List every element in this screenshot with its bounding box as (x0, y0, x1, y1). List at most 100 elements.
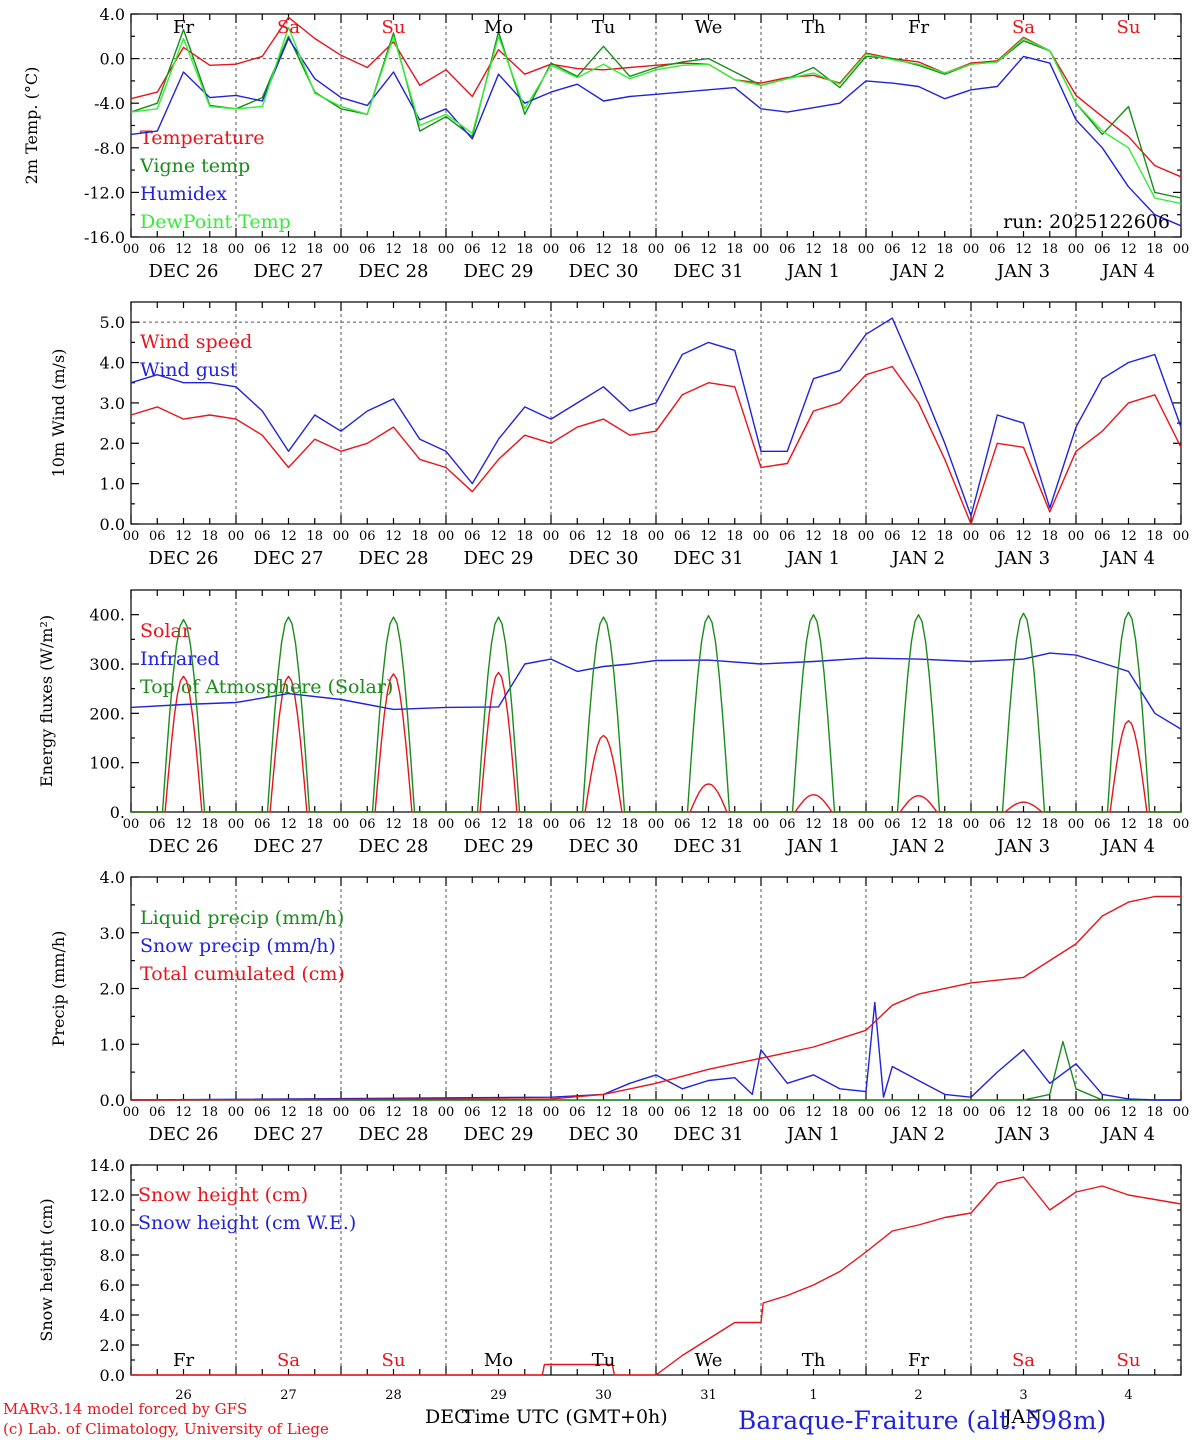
x-hour-label: 06 (569, 1105, 586, 1120)
y-tick-label: 4.0 (100, 5, 125, 24)
x-date-label: JAN 2 (890, 548, 945, 569)
y-tick-label: 4.0 (100, 868, 125, 887)
x-hour-label: 18 (201, 529, 218, 544)
x-day-number: 27 (280, 1388, 297, 1403)
y-tick-label: 0.0 (100, 50, 125, 69)
x-hour-label: 00 (753, 1105, 770, 1120)
x-hour-label: 00 (1173, 242, 1190, 257)
x-hour-label: 18 (621, 1105, 638, 1120)
x-hour-label: 00 (648, 1105, 665, 1120)
x-hour-label: 00 (228, 817, 245, 832)
x-day-number: 30 (595, 1388, 612, 1403)
weekday-label: Su (382, 17, 406, 38)
x-date-label: DEC 30 (569, 836, 639, 857)
series-line-liquid-precip-mm-h- (131, 1040, 1181, 1101)
x-hour-label: 18 (1146, 242, 1163, 257)
station-title: Baraque-Fraiture (alt. 598m) (738, 1406, 1106, 1435)
y-tick-label: 14.0 (89, 1156, 125, 1175)
weekday-label: Th (802, 17, 826, 38)
x-hour-label: 12 (175, 529, 192, 544)
series-line-temperature (130, 16, 1182, 178)
y-tick-label: 4.0 (100, 354, 125, 373)
x-day-number: 3 (1019, 1388, 1027, 1403)
x-hour-label: 06 (1094, 817, 1111, 832)
legend-entry: Top of Atmosphere (Solar) (140, 676, 393, 698)
x-hour-label: 12 (490, 1105, 507, 1120)
x-hour-label: 00 (333, 817, 350, 832)
x-hour-label: 18 (201, 817, 218, 832)
x-hour-label: 12 (490, 529, 507, 544)
x-hour-label: 00 (438, 817, 455, 832)
x-date-label: JAN 3 (995, 261, 1050, 282)
legend-entry: Liquid precip (mm/h) (140, 907, 344, 929)
x-hour-label: 12 (280, 1105, 297, 1120)
x-date-label: JAN 1 (785, 836, 840, 857)
weekday-label: Fr (908, 17, 929, 38)
y-tick-label: 0.0 (100, 515, 125, 534)
x-hour-label: 00 (228, 529, 245, 544)
x-hour-label: 06 (359, 529, 376, 544)
x-date-label: DEC 26 (149, 1124, 219, 1145)
x-hour-label: 00 (543, 242, 560, 257)
series-line-wind-gust (130, 317, 1182, 517)
x-hour-label: 06 (359, 242, 376, 257)
panel-temperature: 4.00.0-4.0-8.0-12.0-16.000 06 12 18 00 06 12 18… (22, 5, 1189, 282)
legend-entry: Wind speed (140, 331, 252, 353)
x-axis-title: Time UTC (GMT+0h) (462, 1406, 668, 1428)
y-tick-label: 300. (89, 655, 125, 674)
x-date-label: DEC 27 (254, 548, 324, 569)
y-tick-label: 1.0 (100, 475, 125, 494)
x-date-label: JAN 4 (1100, 836, 1155, 857)
legend-entry: Vigne temp (139, 155, 250, 177)
x-hour-label: 18 (831, 529, 848, 544)
y-tick-label: 10.0 (89, 1216, 125, 1235)
x-hour-label: 12 (490, 817, 507, 832)
x-hour-label: 06 (674, 1105, 691, 1120)
panel-precip: 4.03.02.01.00.000 06 12 18 00 06 12 18 00 06 12 18 0… (49, 868, 1189, 1145)
x-hour-label: 12 (1015, 242, 1032, 257)
x-date-label: DEC 31 (674, 261, 744, 282)
series-line-snow-precip-mm-h- (130, 1001, 1181, 1101)
y-axis-title: Energy fluxes (W/m²) (37, 615, 56, 787)
x-hour-label: 06 (779, 817, 796, 832)
x-hour-label: 06 (254, 242, 271, 257)
x-day-number: 28 (385, 1388, 402, 1403)
x-date-label: JAN 1 (785, 1124, 840, 1145)
x-date-label: DEC 28 (359, 1124, 429, 1145)
x-hour-label: 18 (831, 817, 848, 832)
weekday-label: Sa (277, 17, 300, 38)
x-hour-label: 06 (569, 242, 586, 257)
x-hour-label: 06 (569, 529, 586, 544)
x-hour-label: 12 (1120, 242, 1137, 257)
x-hour-label: 12 (280, 242, 297, 257)
x-date-label: JAN 2 (890, 1124, 945, 1145)
x-hour-label: 18 (306, 1105, 323, 1120)
x-hour-label: 00 (858, 817, 875, 832)
x-hour-label: 00 (648, 242, 665, 257)
weekday-label: Tu (592, 17, 616, 38)
series-line-snow-height-cm- (131, 1176, 1182, 1376)
x-hour-label: 00 (123, 242, 140, 257)
x-hour-label: 18 (1041, 529, 1058, 544)
x-hour-label: 00 (1068, 242, 1085, 257)
x-hour-label: 18 (936, 529, 953, 544)
y-tick-label: 5.0 (100, 313, 125, 332)
x-hour-label: 12 (175, 817, 192, 832)
y-tick-label: 400. (89, 606, 125, 625)
y-tick-label: 2.0 (100, 434, 125, 453)
x-hour-label: 06 (779, 1105, 796, 1120)
x-hour-label: 12 (1120, 817, 1137, 832)
x-hour-label: 12 (700, 529, 717, 544)
x-date-label: JAN 4 (1100, 261, 1155, 282)
x-hour-label: 12 (385, 817, 402, 832)
legend-entry: Snow precip (mm/h) (140, 935, 336, 957)
x-hour-label: 06 (254, 1105, 271, 1120)
x-hour-label: 12 (1120, 1105, 1137, 1120)
x-hour-label: 06 (779, 529, 796, 544)
x-hour-label: 12 (910, 529, 927, 544)
x-date-label: DEC 28 (359, 836, 429, 857)
x-date-label: DEC 31 (674, 836, 744, 857)
x-day-number: 4 (1124, 1388, 1132, 1403)
run-annotation: run: 2025122606 (1003, 211, 1170, 233)
x-hour-label: 12 (490, 242, 507, 257)
